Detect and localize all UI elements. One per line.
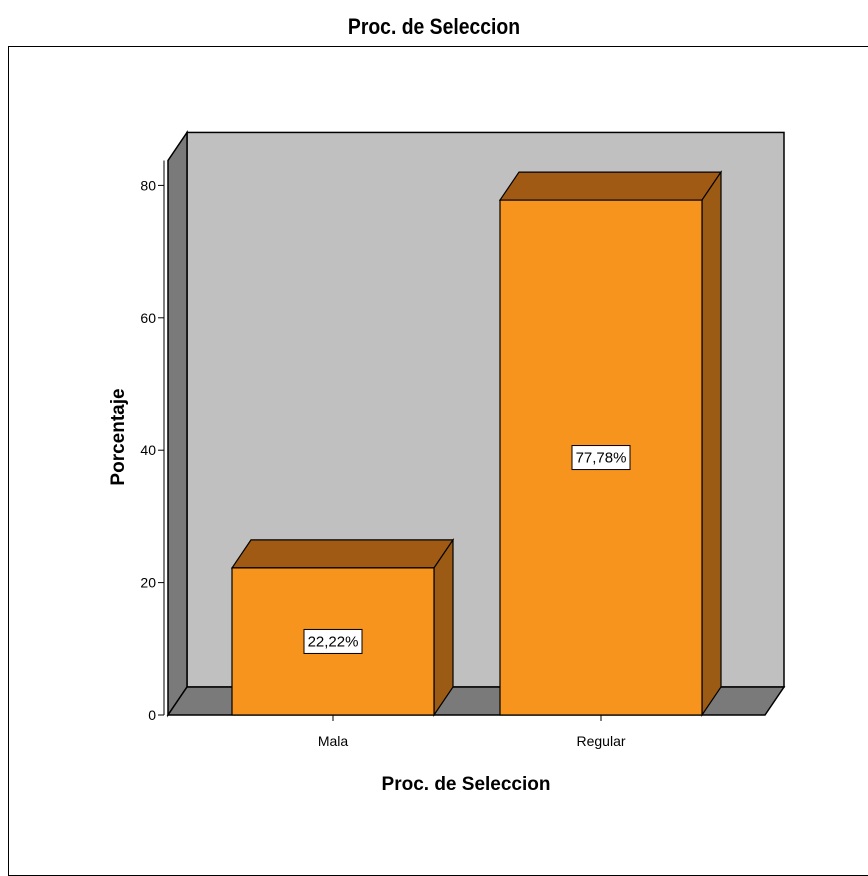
bar-side (434, 540, 453, 715)
y-tick-label: 40 (140, 442, 156, 458)
x-category-label: Mala (318, 733, 349, 749)
side-wall (168, 132, 187, 715)
data-label: 77,78% (576, 450, 627, 467)
y-axis-title: Porcentaje (108, 388, 129, 485)
x-category-label: Regular (576, 733, 625, 749)
y-tick-label: 0 (148, 707, 156, 723)
y-tick-label: 20 (140, 575, 156, 591)
y-tick-label: 60 (140, 310, 156, 326)
bar-top (232, 540, 453, 568)
data-label: 22,22% (308, 633, 359, 650)
bar-side (702, 172, 721, 715)
x-axis-title: Proc. de Seleccion (382, 774, 551, 795)
y-tick-label: 80 (140, 177, 156, 193)
bar-top (500, 172, 721, 200)
